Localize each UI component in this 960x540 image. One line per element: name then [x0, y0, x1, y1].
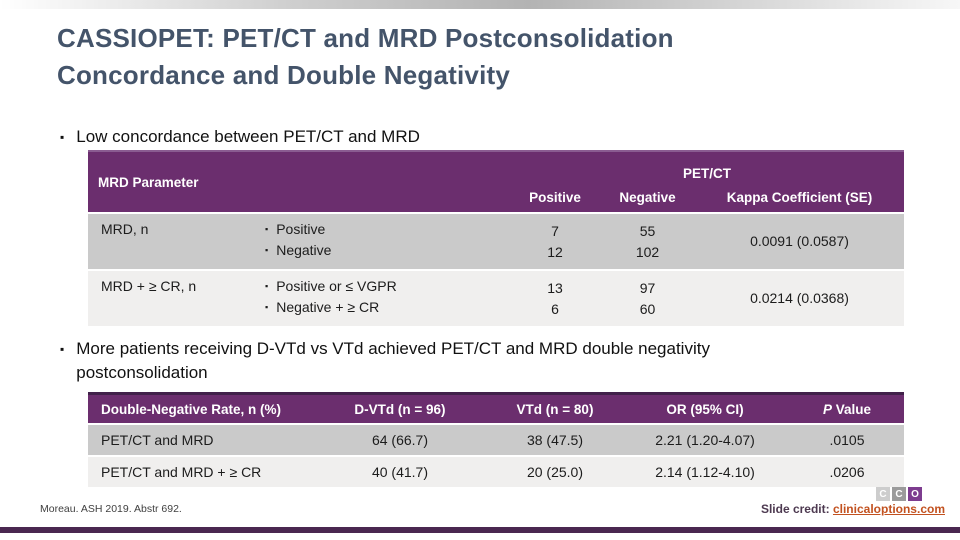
subitem-label: Negative + ≥ CR [276, 299, 380, 315]
top-gradient-bar [0, 0, 960, 9]
cco-logo-letter: O [908, 487, 922, 501]
reference-citation: Moreau. ASH 2019. Abstr 692. [40, 503, 182, 515]
subitem-label: Negative [276, 242, 332, 258]
dvtd-value: 64 (66.7) [371, 432, 429, 448]
header-kappa: Kappa Coefficient (SE) [726, 189, 873, 205]
slide-credit: Slide credit: clinicaloptions.com [761, 502, 945, 516]
bullet-low-concordance-text: Low concordance between PET/CT and MRD [76, 127, 420, 146]
header-or: OR (95% CI) [666, 401, 744, 417]
header-pvalue: P Value [822, 401, 872, 417]
double-negative-table: Double-Negative Rate, n (%) D-VTd (n = 9… [88, 392, 904, 487]
kappa-value: 0.0214 (0.0368) [750, 290, 849, 306]
double-negative-table-header: Double-Negative Rate, n (%) D-VTd (n = 9… [88, 392, 904, 423]
bullet-double-negativity: ▪ More patients receiving D-VTd vs VTd a… [60, 337, 840, 385]
bullet-double-negativity-text: More patients receiving D-VTd vs VTd ach… [76, 339, 710, 382]
title-line2: Concordance and Double Negativity [57, 60, 511, 90]
header-petct-group: PET/CT [682, 166, 731, 181]
kappa-value: 0.0091 (0.0587) [750, 233, 849, 249]
row-param: MRD, n [101, 221, 149, 237]
cco-logo: C C O [876, 487, 922, 501]
header-mrd-parameter: MRD Parameter [98, 174, 199, 190]
bullet-square-icon: ▪ [265, 245, 269, 255]
positive-values: 13 6 [547, 280, 563, 317]
header-vtd: VTd (n = 80) [516, 401, 594, 417]
negative-values: 55 102 [635, 223, 660, 260]
slide-credit-label: Slide credit: [760, 502, 833, 516]
table-row: PET/CT and MRD 64 (66.7) 38 (47.5) 2.21 … [88, 425, 904, 455]
subitem-label: Positive [276, 221, 326, 237]
table-row: MRD + ≥ CR, n ▪ Positive or ≤ VGPR ▪ Neg… [88, 271, 904, 326]
header-rate-label: Double-Negative Rate, n (%) [101, 401, 282, 417]
clinicaloptions-link[interactable]: clinicaloptions.com [832, 502, 945, 516]
title-line1: CASSIOPET: PET/CT and MRD Postconsolidat… [57, 23, 674, 53]
p-value: .0105 [829, 432, 865, 448]
vtd-value: 38 (47.5) [526, 432, 584, 448]
dvtd-value: 40 (41.7) [371, 464, 429, 480]
or-value: 2.21 (1.20-4.07) [655, 432, 755, 448]
table-row: MRD, n ▪ Positive ▪ Negative 7 12 55 102… [88, 214, 904, 269]
p-value: .0206 [829, 464, 865, 480]
row-label: PET/CT and MRD + ≥ CR [101, 464, 262, 480]
negative-values: 97 60 [639, 280, 656, 317]
row-label: PET/CT and MRD [101, 432, 214, 448]
subitem-label: Positive or ≤ VGPR [276, 278, 397, 294]
cco-logo-letter: C [892, 487, 906, 501]
row-subitems: ▪ Positive ▪ Negative [265, 219, 510, 263]
concordance-table-header: MRD Parameter PET/CT Positive Negative K… [88, 150, 904, 212]
bullet-square-icon: ▪ [265, 224, 269, 234]
bullet-square-icon: ▪ [60, 130, 65, 144]
or-value: 2.14 (1.12-4.10) [655, 464, 755, 480]
positive-values: 7 12 [547, 223, 563, 260]
row-param: MRD + ≥ CR, n [101, 278, 197, 294]
row-subitems: ▪ Positive or ≤ VGPR ▪ Negative + ≥ CR [265, 276, 510, 320]
cco-logo-letter: C [876, 487, 890, 501]
table-row: PET/CT and MRD + ≥ CR 40 (41.7) 20 (25.0… [88, 457, 904, 487]
bullet-low-concordance: ▪ Low concordance between PET/CT and MRD [60, 125, 920, 149]
vtd-value: 20 (25.0) [526, 464, 584, 480]
page-title: CASSIOPET: PET/CT and MRD Postconsolidat… [57, 20, 917, 94]
bottom-purple-bar [0, 527, 960, 533]
concordance-table: MRD Parameter PET/CT Positive Negative K… [88, 150, 904, 326]
header-dvtd: D-VTd (n = 96) [354, 401, 446, 417]
bullet-square-icon: ▪ [265, 302, 269, 312]
bullet-square-icon: ▪ [60, 342, 65, 356]
header-positive: Positive [529, 189, 581, 205]
header-negative: Negative [619, 189, 676, 205]
bullet-square-icon: ▪ [265, 281, 269, 291]
